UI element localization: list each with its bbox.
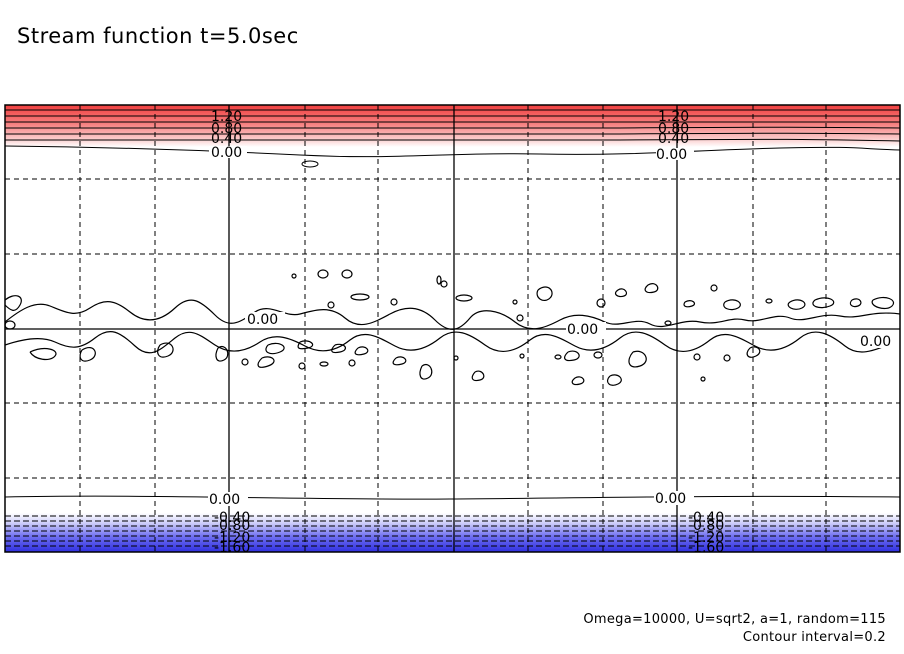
- plot-frame: [4, 104, 901, 553]
- label-bottom-right-1: 0.00: [655, 491, 686, 507]
- figure-title: Stream function t=5.0sec: [17, 24, 299, 48]
- label-top-left-1: 1.20: [211, 109, 242, 125]
- contour-labels: 1.20 0.80 0.40 0.00 1.20 0.80 0.40 0.00 …: [209, 109, 891, 556]
- major-grid-lines: [5, 105, 900, 552]
- label-bottom-left-3: -0.80: [214, 518, 250, 534]
- label-top-right-3: 0.40: [658, 131, 689, 147]
- middle-contours: [4, 269, 901, 386]
- label-top-right-1: 1.20: [658, 109, 689, 125]
- label-bottom-left-5: -1.60: [214, 540, 250, 556]
- label-mid-1: 0.00: [247, 312, 278, 328]
- bottom-contours: [4, 495, 901, 547]
- parameters-note: Omega=10000, U=sqrt2, a=1, random=115: [583, 612, 886, 627]
- label-bottom-right-4: -1.20: [688, 530, 724, 546]
- label-bottom-left-1: 0.00: [209, 492, 240, 508]
- label-top-right-2: 0.80: [658, 121, 689, 137]
- contour-interval-note: Contour interval=0.2: [742, 630, 886, 645]
- label-gaps: [208, 146, 900, 506]
- label-top-left-2: 0.80: [211, 121, 242, 137]
- top-contours: [4, 109, 901, 168]
- label-mid-3: 0.00: [860, 334, 891, 350]
- grid-lines: [5, 105, 900, 552]
- label-bottom-right-3: -0.80: [688, 518, 724, 534]
- label-bottom-right-5: -1.60: [688, 540, 724, 556]
- label-bottom-left-2: -0.40: [214, 510, 250, 526]
- label-top-right-4: 0.00: [656, 147, 687, 163]
- label-mid-2: 0.00: [567, 322, 598, 338]
- label-bottom-right-2: -0.40: [688, 510, 724, 526]
- label-bottom-left-4: -1.20: [214, 530, 250, 546]
- label-top-left-3: 0.40: [211, 131, 242, 147]
- positive-band: [5, 105, 900, 147]
- label-top-left-4: 0.00: [211, 145, 242, 161]
